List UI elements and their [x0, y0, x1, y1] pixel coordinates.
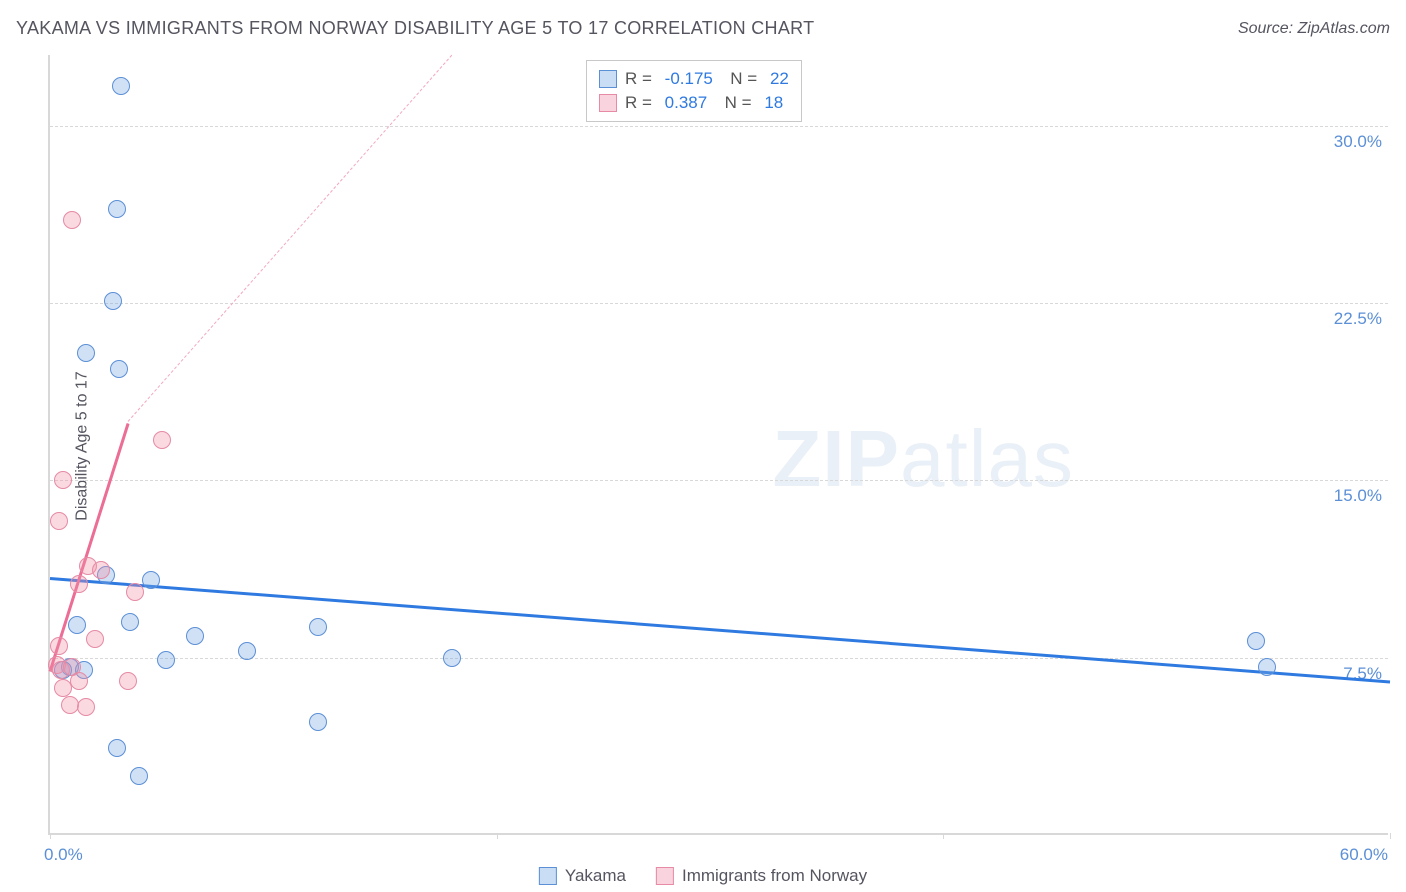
- stat-r-label: R =: [625, 93, 657, 113]
- data-point-yakama: [186, 627, 204, 645]
- legend-item: Immigrants from Norway: [656, 866, 867, 886]
- data-point-yakama: [1247, 632, 1265, 650]
- data-point-yakama: [157, 651, 175, 669]
- swatch-blue: [599, 70, 617, 88]
- data-point-yakama: [68, 616, 86, 634]
- legend-label: Immigrants from Norway: [682, 866, 867, 886]
- data-point-yakama: [1258, 658, 1276, 676]
- data-point-norway: [50, 512, 68, 530]
- y-tick-label: 15.0%: [1334, 486, 1382, 506]
- stat-r-value: -0.175: [665, 69, 713, 89]
- x-tick: [1390, 833, 1391, 839]
- data-point-norway: [50, 637, 68, 655]
- x-tick: [50, 833, 51, 839]
- data-point-yakama: [77, 344, 95, 362]
- data-point-yakama: [142, 571, 160, 589]
- watermark-thin: atlas: [900, 414, 1074, 503]
- data-point-norway: [126, 583, 144, 601]
- stat-n-label: N =: [721, 69, 762, 89]
- watermark-bold: ZIP: [773, 414, 900, 503]
- data-point-yakama: [110, 360, 128, 378]
- data-point-yakama: [130, 767, 148, 785]
- data-point-norway: [54, 471, 72, 489]
- data-point-norway: [70, 575, 88, 593]
- trend-line-pink-dash: [128, 55, 453, 422]
- watermark: ZIPatlas: [773, 413, 1074, 505]
- data-point-yakama: [238, 642, 256, 660]
- gridline: [50, 126, 1388, 127]
- stat-r-label: R =: [625, 69, 657, 89]
- y-tick-label: 30.0%: [1334, 132, 1382, 152]
- stats-row: R = 0.387 N = 18: [599, 91, 789, 115]
- swatch-pink: [599, 94, 617, 112]
- data-point-norway: [54, 679, 72, 697]
- y-tick-label: 22.5%: [1334, 309, 1382, 329]
- data-point-norway: [63, 211, 81, 229]
- chart-legend: Yakama Immigrants from Norway: [539, 866, 867, 886]
- x-tick-label: 0.0%: [44, 845, 83, 865]
- stat-n-label: N =: [715, 93, 756, 113]
- data-point-norway: [77, 698, 95, 716]
- stats-box: R = -0.175 N = 22R = 0.387 N = 18: [586, 60, 802, 122]
- data-point-norway: [86, 630, 104, 648]
- x-tick: [497, 833, 498, 839]
- data-point-yakama: [309, 618, 327, 636]
- legend-item: Yakama: [539, 866, 626, 886]
- data-point-norway: [119, 672, 137, 690]
- data-point-yakama: [112, 77, 130, 95]
- data-point-yakama: [108, 739, 126, 757]
- legend-swatch-pink: [656, 867, 674, 885]
- chart-title: YAKAMA VS IMMIGRANTS FROM NORWAY DISABIL…: [16, 18, 814, 39]
- data-point-yakama: [108, 200, 126, 218]
- stat-n-value: 22: [770, 69, 789, 89]
- data-point-yakama: [443, 649, 461, 667]
- stat-r-value: 0.387: [665, 93, 708, 113]
- source-label: Source: ZipAtlas.com: [1238, 20, 1390, 38]
- gridline: [50, 480, 1388, 481]
- x-tick: [943, 833, 944, 839]
- stats-row: R = -0.175 N = 22: [599, 67, 789, 91]
- data-point-norway: [153, 431, 171, 449]
- scatter-chart: ZIPatlas 7.5%15.0%22.5%30.0%0.0%60.0%R =…: [48, 55, 1388, 835]
- legend-swatch-blue: [539, 867, 557, 885]
- x-tick-label: 60.0%: [1340, 845, 1388, 865]
- data-point-yakama: [121, 613, 139, 631]
- stat-n-value: 18: [764, 93, 783, 113]
- legend-label: Yakama: [565, 866, 626, 886]
- data-point-yakama: [104, 292, 122, 310]
- data-point-yakama: [309, 713, 327, 731]
- data-point-norway: [70, 672, 88, 690]
- gridline: [50, 303, 1388, 304]
- trend-line-blue: [50, 577, 1390, 684]
- chart-header: YAKAMA VS IMMIGRANTS FROM NORWAY DISABIL…: [16, 18, 1390, 39]
- data-point-norway: [92, 561, 110, 579]
